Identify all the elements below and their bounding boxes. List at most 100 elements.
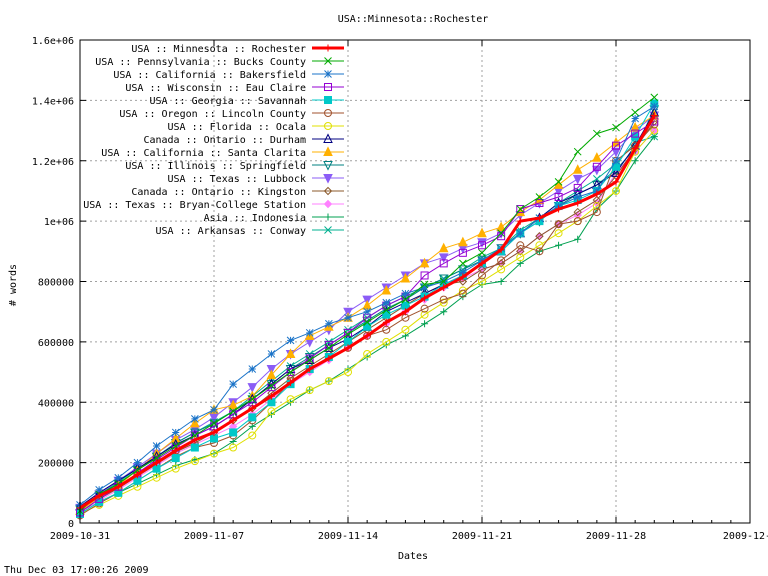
data-point	[248, 431, 257, 440]
data-point	[344, 368, 352, 377]
legend-label: Asia :: Indonesia	[204, 213, 306, 224]
data-point	[420, 310, 429, 319]
data-point	[592, 202, 601, 211]
data-point	[631, 157, 639, 165]
data-point	[497, 265, 506, 274]
data-point	[210, 428, 218, 436]
data-point	[420, 280, 429, 289]
data-point	[95, 485, 103, 494]
data-point	[363, 307, 371, 316]
data-point	[458, 248, 467, 257]
legend-item: Canada :: Ontario :: Kingston	[131, 186, 344, 198]
data-point	[477, 265, 487, 274]
legend-swatch-marker	[324, 70, 332, 78]
data-point	[190, 417, 200, 428]
data-point	[574, 199, 582, 207]
y-tick-label: 1e+06	[44, 217, 74, 228]
data-point	[477, 238, 487, 248]
data-point	[210, 449, 218, 458]
grid-lines	[80, 40, 750, 523]
legend-swatch-marker	[324, 122, 332, 130]
data-point	[247, 383, 258, 393]
series-7	[76, 126, 659, 518]
data-point	[229, 407, 237, 416]
data-point	[190, 457, 199, 466]
data-point	[286, 395, 295, 404]
data-point	[382, 318, 390, 326]
y-axis-label: # words	[8, 264, 19, 306]
data-point	[630, 121, 640, 132]
data-point	[363, 349, 372, 358]
data-point	[593, 190, 601, 198]
data-point	[535, 214, 543, 222]
y-tick-label: 1.6e+06	[32, 36, 74, 47]
data-point	[363, 318, 371, 327]
data-point	[382, 325, 391, 334]
data-point	[420, 271, 429, 280]
legend-label: USA :: Georgia :: Savannah	[149, 96, 306, 107]
data-point	[593, 129, 601, 138]
data-point	[382, 298, 391, 307]
data-point	[229, 380, 237, 388]
data-point	[573, 183, 582, 192]
data-point	[114, 473, 123, 482]
data-point	[459, 273, 467, 281]
data-point	[535, 247, 544, 256]
data-point	[133, 458, 142, 467]
data-point	[611, 147, 621, 158]
data-point	[631, 129, 640, 138]
x-tick-label: 2009-11-14	[318, 531, 378, 542]
data-point	[592, 208, 601, 217]
data-point	[419, 257, 430, 268]
data-point	[114, 483, 122, 491]
y-tick-label: 600000	[38, 338, 74, 349]
data-point	[324, 342, 334, 352]
legend-swatch-marker	[324, 213, 332, 221]
data-point	[363, 322, 372, 331]
legend-item: USA :: Florida :: Ocala	[168, 122, 344, 133]
data-point	[344, 313, 352, 322]
data-point	[650, 102, 659, 111]
data-point	[438, 253, 449, 263]
legend-label: USA :: California :: Bakersfield	[113, 70, 306, 81]
series-2	[76, 93, 659, 515]
data-point	[381, 284, 392, 295]
data-point	[573, 217, 582, 226]
data-point	[592, 162, 601, 171]
data-point	[554, 178, 563, 186]
chart-title: USA::Minnesota::Rochester	[338, 14, 489, 25]
series-line	[79, 130, 655, 515]
legend-item: USA :: California :: Bakersfield	[113, 70, 344, 81]
legend-swatch-marker	[324, 57, 332, 65]
y-tick-label: 0	[68, 519, 74, 530]
data-point	[612, 186, 620, 195]
data-point	[459, 268, 467, 277]
data-point	[555, 241, 563, 249]
data-point	[554, 220, 563, 229]
y-tick-label: 1.2e+06	[32, 157, 74, 168]
legend-item: USA :: Georgia :: Savannah	[149, 96, 344, 107]
legend-label: Canada :: Ontario :: Durham	[143, 135, 306, 146]
data-point	[152, 473, 161, 482]
data-point	[171, 428, 180, 437]
data-point	[516, 241, 525, 250]
data-point	[133, 471, 141, 479]
data-point	[401, 308, 409, 316]
data-point	[248, 365, 257, 373]
legend-swatch-marker	[323, 199, 333, 209]
legend-label: USA :: California :: Santa Clarita	[101, 148, 306, 159]
data-point	[573, 147, 582, 156]
data-point	[325, 344, 333, 352]
data-point	[573, 207, 582, 217]
data-point	[496, 221, 506, 232]
data-point	[210, 419, 218, 428]
data-point	[497, 278, 505, 285]
data-point	[382, 310, 391, 319]
data-point	[554, 229, 563, 238]
data-point	[153, 459, 161, 467]
legend-label: Canada :: Ontario :: Kingston	[131, 187, 306, 198]
data-point	[286, 368, 295, 377]
data-point	[401, 301, 410, 310]
data-point	[210, 405, 218, 414]
